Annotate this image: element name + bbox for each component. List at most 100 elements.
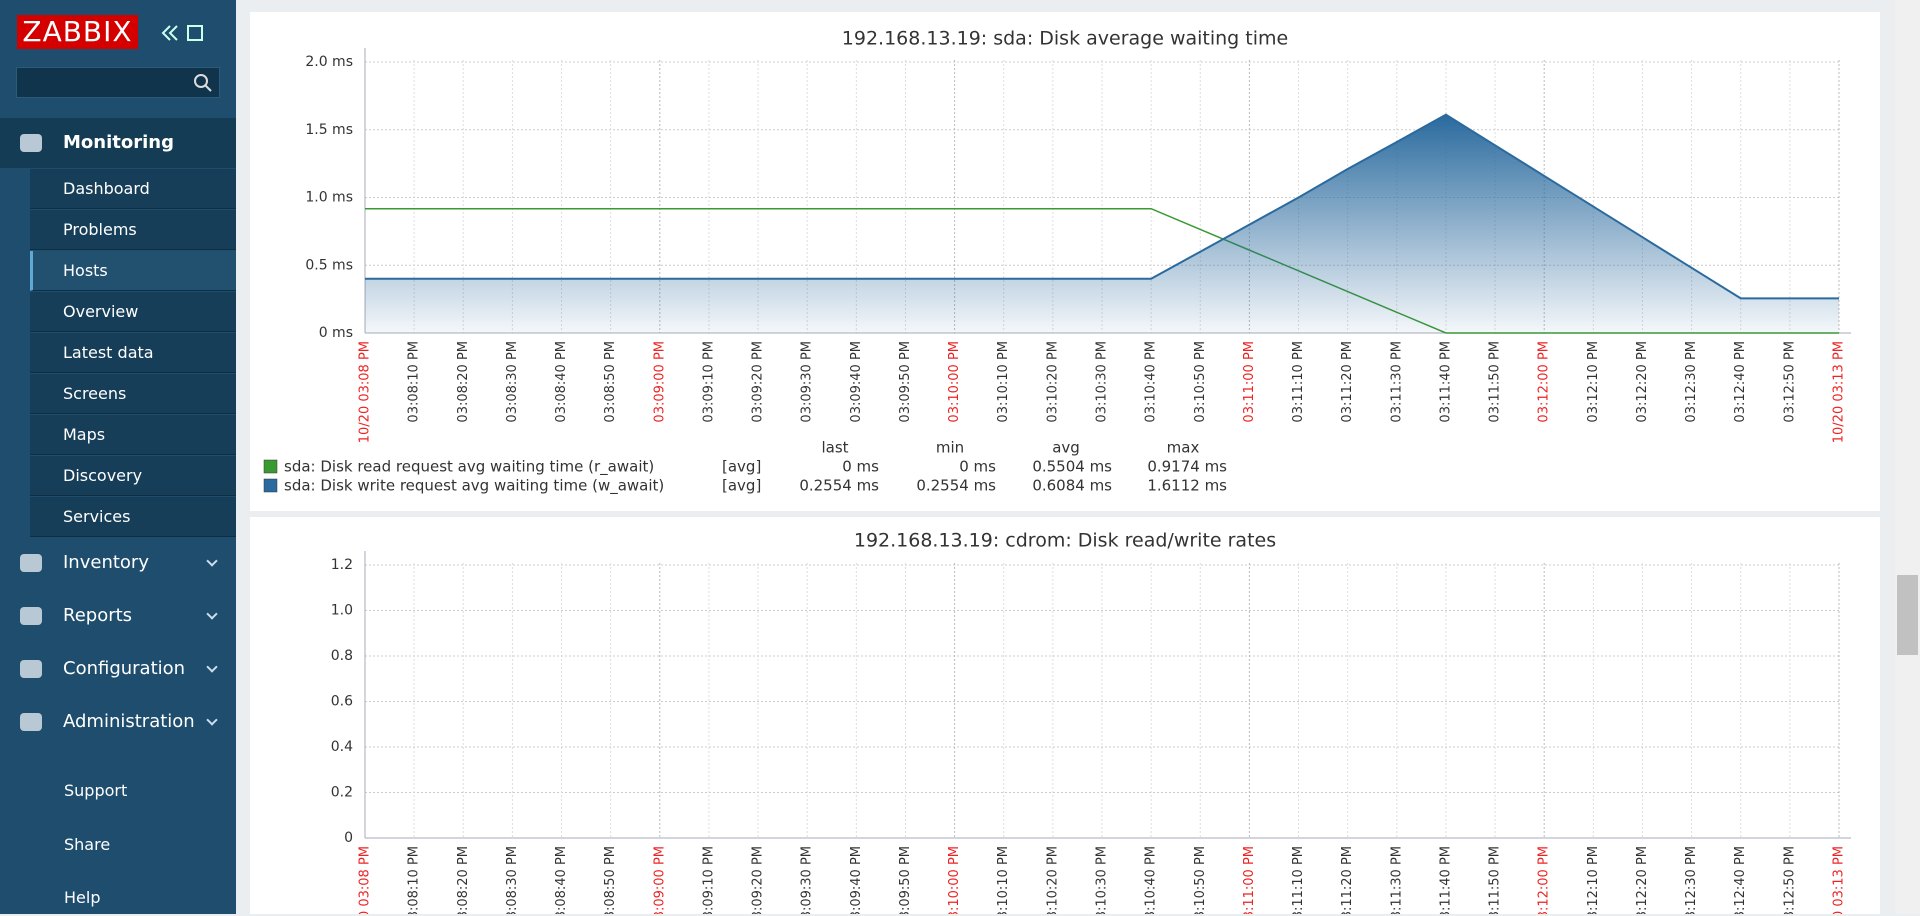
- footer-link[interactable]: Support: [64, 781, 128, 800]
- legend-stat: 0 ms: [842, 458, 879, 476]
- x-tick-label: 03:11:40 PM: [1438, 846, 1453, 914]
- x-tick-label: 10/20 03:08 PM: [358, 341, 373, 443]
- x-tick-label: 03:11:30 PM: [1389, 341, 1404, 423]
- scrollbar[interactable]: [1895, 0, 1920, 914]
- x-tick-label: 03:12:30 PM: [1684, 846, 1699, 914]
- x-tick-label: 03:09:50 PM: [898, 846, 913, 914]
- x-tick-label: 10/20 03:08 PM: [358, 846, 373, 914]
- x-tick-label: 03:12:10 PM: [1586, 341, 1601, 423]
- y-tick-label: 0.5 ms: [305, 257, 353, 273]
- menu-item[interactable]: Hosts: [30, 251, 236, 291]
- logo[interactable]: ZABBIX: [17, 15, 138, 49]
- legend-stat: 0 ms: [959, 458, 996, 476]
- x-tick-label: 03:10:00 PM: [947, 341, 962, 423]
- menu-item[interactable]: Problems: [30, 210, 236, 250]
- y-tick-label: 1.5 ms: [305, 122, 353, 138]
- x-tick-label: 03:10:50 PM: [1193, 341, 1208, 423]
- x-tick-label: 03:10:10 PM: [996, 846, 1011, 914]
- x-tick-label: 03:09:30 PM: [800, 846, 815, 914]
- search-icon[interactable]: [193, 73, 213, 93]
- x-tick-label: 03:11:00 PM: [1242, 846, 1257, 914]
- y-tick-label: 1.2: [331, 557, 353, 573]
- legend-stat: [avg]: [722, 458, 761, 476]
- legend-swatch: [263, 459, 278, 474]
- legend-label: sda: Disk write request avg waiting time…: [284, 477, 664, 496]
- menu-item[interactable]: Maps: [30, 415, 236, 455]
- footer-link[interactable]: Share: [64, 835, 111, 854]
- x-tick-label: 03:08:30 PM: [505, 341, 520, 423]
- line: [365, 113, 1839, 300]
- x-tick-label: 03:12:40 PM: [1733, 846, 1748, 914]
- menu-section[interactable]: Configuration: [63, 658, 186, 679]
- menu-section[interactable]: Reports: [63, 605, 133, 626]
- menu-item[interactable]: Discovery: [30, 456, 236, 496]
- legend-stat: 0.6084 ms: [1032, 477, 1112, 495]
- x-tick-label: 03:10:30 PM: [1095, 846, 1110, 914]
- menu-item[interactable]: Screens: [30, 374, 236, 414]
- x-tick-label: 03:10:30 PM: [1095, 341, 1110, 423]
- menu-item[interactable]: Dashboard: [30, 169, 236, 209]
- x-tick-label: 03:08:30 PM: [505, 846, 520, 914]
- x-tick-label: 03:09:50 PM: [898, 341, 913, 423]
- menu-item[interactable]: Latest data: [30, 333, 236, 373]
- x-tick-label: 03:10:20 PM: [1045, 846, 1060, 914]
- search-box[interactable]: [16, 67, 220, 98]
- x-tick-label: 03:12:10 PM: [1586, 846, 1601, 914]
- x-tick-label: 03:10:10 PM: [996, 341, 1011, 423]
- x-tick-label: 10/20 03:13 PM: [1832, 846, 1847, 914]
- x-tick-label: 03:11:20 PM: [1340, 846, 1355, 914]
- x-tick-label: 03:08:50 PM: [603, 341, 618, 423]
- x-tick-label: 03:12:30 PM: [1684, 341, 1699, 423]
- menu-item[interactable]: Services: [30, 497, 236, 537]
- x-tick-label: 03:12:40 PM: [1733, 341, 1748, 423]
- x-tick-label: 03:11:20 PM: [1340, 341, 1355, 423]
- x-tick-label: 03:12:00 PM: [1537, 341, 1552, 423]
- x-tick-label: 03:09:10 PM: [701, 341, 716, 423]
- legend-stat: 0.5504 ms: [1032, 458, 1112, 476]
- x-tick-label: 03:09:00 PM: [652, 341, 667, 423]
- graph-panel: [250, 517, 1880, 914]
- x-tick-label: 03:09:30 PM: [800, 341, 815, 423]
- legend-swatch: [263, 478, 278, 493]
- menu-icon: [20, 134, 42, 152]
- x-tick-label: 03:08:50 PM: [603, 846, 618, 914]
- scrollbar-thumb[interactable]: [1897, 575, 1918, 655]
- menu-icon: [20, 554, 42, 572]
- x-tick-label: 03:11:10 PM: [1291, 341, 1306, 423]
- x-tick-label: 03:11:10 PM: [1291, 846, 1306, 914]
- y-tick-label: 1.0: [331, 603, 353, 619]
- x-tick-label: 03:09:40 PM: [849, 846, 864, 914]
- x-tick-label: 03:09:20 PM: [751, 846, 766, 914]
- x-tick-label: 03:10:40 PM: [1144, 846, 1159, 914]
- legend-stat: 0.9174 ms: [1147, 458, 1227, 476]
- x-tick-label: 03:09:40 PM: [849, 341, 864, 423]
- footer-link[interactable]: Help: [64, 888, 101, 907]
- y-tick-label: 0: [344, 830, 353, 846]
- menu-icon: [20, 713, 42, 731]
- x-tick-label: 03:11:40 PM: [1438, 341, 1453, 423]
- menu-icon: [20, 660, 42, 678]
- collapse-icons[interactable]: [160, 22, 205, 44]
- x-tick-label: 03:08:20 PM: [456, 341, 471, 423]
- x-tick-label: 03:11:50 PM: [1488, 846, 1503, 914]
- x-tick-label: 03:10:50 PM: [1193, 846, 1208, 914]
- menu-icon: [20, 607, 42, 625]
- legend-header: max: [1167, 439, 1200, 457]
- legend-label: sda: Disk read request avg waiting time …: [284, 458, 654, 477]
- legend-header: avg: [1052, 439, 1080, 457]
- menu-section[interactable]: Inventory: [63, 552, 149, 573]
- x-tick-label: 03:12:20 PM: [1635, 341, 1650, 423]
- legend-header: min: [936, 439, 964, 457]
- x-tick-label: 03:08:40 PM: [554, 846, 569, 914]
- menu-item[interactable]: Overview: [30, 292, 236, 332]
- x-tick-label: 03:08:40 PM: [554, 341, 569, 423]
- x-tick-label: 03:09:00 PM: [652, 846, 667, 914]
- y-tick-label: 0.6: [331, 694, 353, 710]
- x-tick-label: 03:12:00 PM: [1537, 846, 1552, 914]
- menu-section[interactable]: Administration: [63, 711, 195, 732]
- x-tick-label: 03:09:10 PM: [701, 846, 716, 914]
- x-tick-label: 03:11:00 PM: [1242, 341, 1257, 423]
- x-tick-label: 03:11:30 PM: [1389, 846, 1404, 914]
- sidebar: ZABBIX Monitoring Dashboard Problems Hosts O…: [0, 0, 236, 914]
